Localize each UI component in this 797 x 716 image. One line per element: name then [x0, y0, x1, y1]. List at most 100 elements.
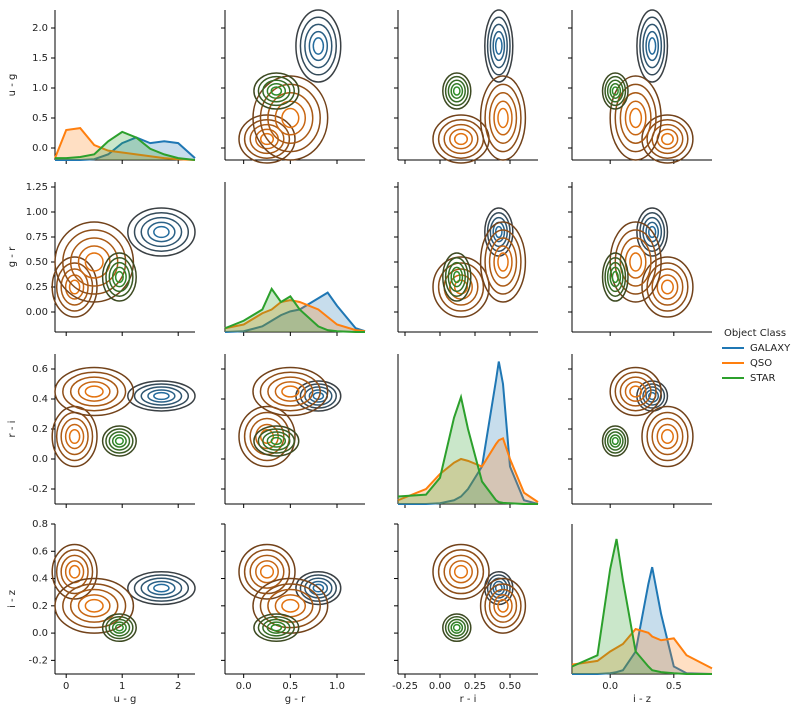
density-contour — [84, 598, 104, 613]
density-contour — [619, 92, 652, 144]
density-contour — [127, 380, 196, 412]
density-contour — [629, 385, 643, 398]
kde-area — [55, 128, 195, 160]
density-contour — [101, 613, 137, 643]
density-contour — [238, 543, 296, 600]
density-contour — [444, 257, 469, 297]
density-contour — [660, 429, 674, 444]
density-contour — [140, 386, 183, 406]
density-contour — [259, 132, 275, 146]
density-contour — [492, 30, 506, 62]
kde-area — [55, 137, 195, 160]
density-contour — [77, 381, 111, 402]
density-contour — [432, 543, 490, 600]
density-contour — [642, 23, 663, 69]
density-contour — [609, 75, 662, 161]
density-contour — [488, 92, 518, 144]
density-contour — [651, 268, 684, 306]
density-contour — [114, 270, 124, 284]
density-contour — [108, 431, 131, 451]
kde-area — [398, 397, 538, 504]
legend-label: GALAXY — [750, 343, 791, 354]
density-contour — [497, 598, 509, 613]
density-contour — [257, 75, 296, 107]
density-contour — [147, 221, 176, 243]
density-contour — [647, 37, 657, 55]
density-contour — [267, 376, 314, 407]
density-contour — [133, 383, 190, 409]
density-contour — [133, 212, 190, 252]
density-contour — [101, 252, 137, 302]
density-contour — [259, 83, 321, 153]
density-contour — [62, 229, 127, 295]
density-contour — [450, 83, 464, 99]
density-contour — [77, 245, 111, 279]
density-contour — [60, 417, 89, 456]
density-contour — [84, 385, 104, 398]
density-contour — [443, 123, 479, 155]
density-contour — [111, 434, 127, 448]
density-contour — [611, 270, 619, 284]
density-contour — [55, 262, 94, 312]
density-contour — [62, 583, 127, 629]
density-contour — [604, 257, 627, 297]
density-contour — [437, 119, 485, 159]
density-contour — [243, 119, 291, 159]
density-contour — [153, 583, 170, 593]
y-tick-label: 1.00 — [26, 207, 48, 218]
density-contour — [447, 618, 466, 637]
density-contour — [447, 79, 466, 103]
density-contour — [54, 366, 135, 417]
density-contour — [601, 425, 629, 457]
density-contour — [447, 261, 466, 293]
density-contour — [147, 389, 176, 403]
kde-line — [224, 299, 366, 333]
density-contour — [105, 428, 134, 454]
density-contour — [452, 270, 461, 284]
y-tick-label: 0.6 — [32, 546, 48, 557]
density-contour — [606, 431, 624, 451]
density-contour — [660, 279, 674, 295]
y-tick-label: 0.8 — [32, 519, 48, 530]
x-axis-label: u - g — [114, 694, 137, 705]
density-contour — [479, 75, 527, 161]
density-contour — [609, 266, 622, 288]
density-contour — [266, 621, 287, 634]
density-contour — [249, 123, 285, 155]
density-contour — [111, 621, 127, 634]
density-contour — [64, 423, 85, 450]
y-tick-label: 1.5 — [32, 53, 48, 64]
y-tick-label: 0.2 — [32, 424, 48, 435]
y-tick-label: 0.0 — [32, 143, 48, 154]
density-contour — [54, 577, 135, 634]
density-contour — [238, 114, 296, 164]
density-contour — [69, 588, 119, 623]
density-contour — [646, 119, 689, 159]
density-contour — [281, 598, 300, 613]
density-contour — [453, 564, 469, 579]
density-contour — [646, 411, 689, 462]
x-tick-label: 0 — [63, 681, 69, 692]
kde-line — [55, 130, 196, 161]
density-contour — [660, 132, 674, 146]
density-contour — [442, 252, 472, 302]
density-contour — [153, 391, 170, 401]
kde-area — [572, 629, 712, 674]
density-contour — [281, 107, 300, 129]
density-contour — [651, 417, 684, 456]
y-tick-label: 0.4 — [32, 394, 48, 405]
density-contour — [489, 23, 508, 69]
density-contour — [270, 623, 283, 632]
density-contour — [639, 16, 666, 76]
x-axis-label: i - z — [633, 694, 651, 705]
kde-line — [224, 286, 365, 333]
kde-line — [571, 627, 713, 670]
x-tick-label: 0.5 — [282, 681, 298, 692]
density-contour — [295, 570, 342, 606]
density-contour — [449, 560, 473, 584]
density-contour — [281, 385, 300, 398]
density-contour — [636, 9, 669, 83]
density-contour — [606, 261, 624, 293]
kde-line — [571, 538, 712, 675]
y-axis-label: u - g — [7, 74, 18, 97]
